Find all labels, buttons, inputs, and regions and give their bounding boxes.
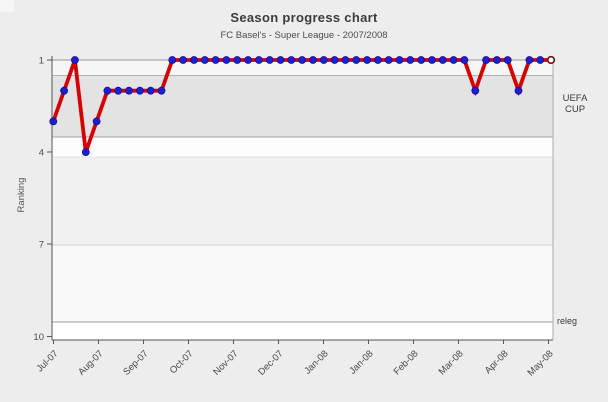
- plot-band: [52, 245, 553, 322]
- data-point[interactable]: [319, 56, 328, 64]
- data-point[interactable]: [352, 56, 361, 64]
- relegation-band: [52, 322, 553, 340]
- plot-band: [52, 60, 553, 76]
- chart-subtitle: FC Basel's - Super League - 2007/2008: [220, 30, 388, 41]
- relegation-line-label: releg: [557, 316, 578, 326]
- uefa-cup-band: [52, 75, 553, 137]
- data-point[interactable]: [114, 86, 123, 95]
- data-point[interactable]: [503, 56, 512, 64]
- data-point[interactable]: [471, 86, 480, 95]
- data-point[interactable]: [222, 56, 231, 64]
- chart-title: Season progress chart: [230, 10, 378, 25]
- y-tick-label: 7: [39, 240, 44, 251]
- data-point[interactable]: [146, 86, 155, 95]
- x-tick-label: Jan-08: [302, 348, 330, 376]
- data-point[interactable]: [536, 56, 545, 64]
- x-tick-label: Oct-07: [168, 348, 196, 376]
- data-point[interactable]: [81, 148, 90, 157]
- data-point[interactable]: [254, 56, 263, 64]
- x-tick-label: May-08: [525, 348, 555, 378]
- plot-band: [52, 136, 553, 157]
- data-point[interactable]: [449, 56, 458, 64]
- data-point[interactable]: [492, 56, 501, 64]
- data-point[interactable]: [395, 56, 404, 64]
- data-point[interactable]: [298, 56, 307, 64]
- data-point[interactable]: [428, 56, 436, 64]
- data-point[interactable]: [60, 86, 68, 95]
- data-point[interactable]: [265, 56, 274, 64]
- data-point[interactable]: [125, 86, 133, 95]
- data-point[interactable]: [276, 56, 285, 64]
- x-tick-label: Jul-07: [35, 348, 61, 374]
- x-tick-label: Aug-07: [76, 348, 105, 377]
- data-point[interactable]: [103, 86, 112, 95]
- data-point[interactable]: [417, 56, 426, 64]
- y-tick-label: 4: [39, 148, 44, 159]
- data-point[interactable]: [92, 117, 101, 126]
- data-point[interactable]: [168, 56, 177, 64]
- data-point[interactable]: [525, 56, 534, 64]
- data-point[interactable]: [309, 56, 317, 64]
- data-point[interactable]: [514, 86, 523, 95]
- data-point[interactable]: [49, 117, 58, 126]
- x-tick-label: Jan-08: [347, 348, 375, 376]
- data-point[interactable]: [190, 56, 198, 64]
- x-tick-label: Nov-07: [211, 348, 240, 377]
- window-corner-artifact: [0, 0, 14, 12]
- y-tick-label: 10: [33, 332, 44, 343]
- data-point[interactable]: [71, 56, 79, 64]
- x-tick-label: Sep-07: [121, 348, 150, 377]
- plot-band: [52, 157, 553, 245]
- data-point[interactable]: [406, 56, 415, 64]
- x-tick-label: Apr-08: [483, 348, 511, 376]
- data-point[interactable]: [482, 56, 491, 64]
- data-point[interactable]: [384, 56, 393, 64]
- data-point[interactable]: [363, 56, 372, 64]
- y-tick-label: 1: [39, 56, 44, 67]
- data-point[interactable]: [373, 56, 382, 64]
- data-point[interactable]: [287, 56, 296, 64]
- data-point[interactable]: [211, 56, 220, 64]
- current-position-marker[interactable]: [546, 55, 556, 65]
- x-tick-label: Dec-07: [256, 348, 285, 377]
- data-point[interactable]: [438, 56, 447, 64]
- data-point[interactable]: [460, 56, 469, 64]
- data-point[interactable]: [135, 86, 144, 95]
- data-point[interactable]: [200, 56, 209, 64]
- data-point[interactable]: [179, 56, 188, 64]
- data-point[interactable]: [233, 56, 242, 64]
- x-tick-label: Feb-08: [392, 348, 421, 377]
- x-tick-label: Mar-08: [437, 348, 466, 377]
- uefa-cup-band-label: UEFA CUP: [562, 93, 588, 115]
- data-point[interactable]: [341, 56, 350, 64]
- data-point[interactable]: [244, 56, 253, 64]
- data-point[interactable]: [330, 56, 339, 64]
- data-point[interactable]: [157, 86, 166, 95]
